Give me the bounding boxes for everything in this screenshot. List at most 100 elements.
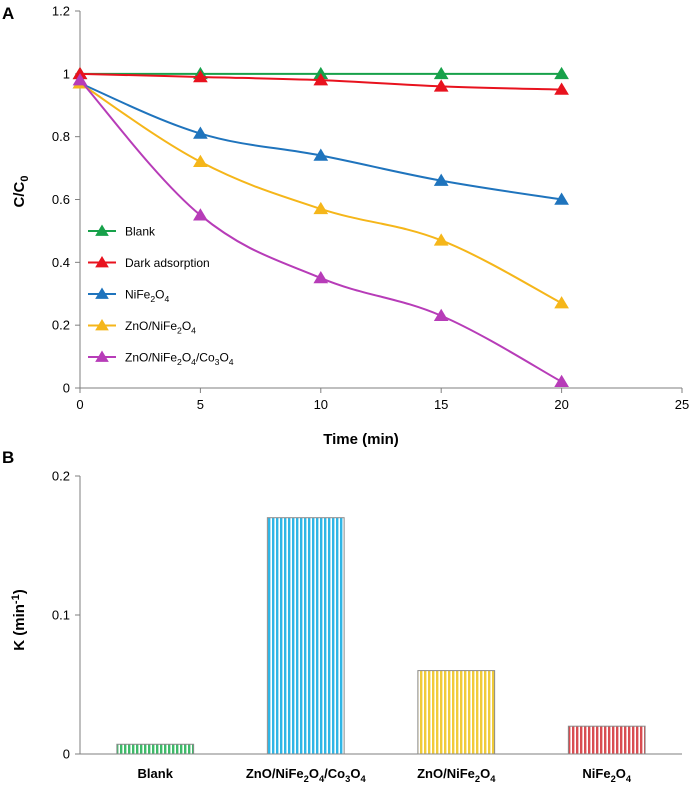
legend-label-1: Dark adsorption [125, 256, 210, 270]
x-tick-label: 20 [554, 397, 568, 412]
subscript: 4 [229, 357, 234, 367]
bar-2 [417, 670, 496, 755]
text-run: /Co [324, 766, 345, 781]
y-tick-label: 0.2 [52, 469, 70, 484]
subscript: 3 [345, 774, 350, 784]
text-run: O [309, 766, 319, 781]
text-run: Blank [138, 766, 174, 781]
data-point-series-0 [433, 66, 449, 80]
text-run: NiFe [582, 766, 610, 781]
x-tick-label: 10 [314, 397, 328, 412]
subscript: 4 [626, 774, 632, 784]
y-axis-title: K (min-1) [10, 589, 28, 650]
subscript: 4 [191, 357, 196, 367]
text-run: ZnO/NiFe [125, 351, 177, 365]
text-run: NiFe [125, 288, 151, 302]
data-point-series-2 [313, 148, 329, 161]
data-point-series-0 [313, 66, 329, 80]
data-point-series-4 [433, 308, 449, 321]
x-tick-label: 25 [675, 397, 689, 412]
legend-swatch-marker-2 [95, 287, 109, 299]
y-tick-label: 0 [63, 381, 70, 396]
text-run: Dark adsorption [125, 256, 210, 270]
subscript: 4 [360, 774, 366, 784]
category-label-2: ZnO/NiFe2O4 [417, 766, 496, 784]
category-label-0: Blank [138, 766, 174, 781]
series-line-2 [79, 82, 562, 201]
panel-b-label: B [2, 448, 14, 467]
text-run: ) [11, 589, 28, 594]
superscript: -1 [10, 594, 22, 604]
y-tick-label: 0.2 [52, 318, 70, 333]
data-point-series-4 [554, 374, 569, 387]
y-tick-label: 0 [63, 747, 70, 762]
text-run: O [182, 351, 191, 365]
legend-swatch-marker-4 [95, 350, 109, 362]
text-run: O [616, 766, 626, 781]
legend-label-0: Blank [125, 225, 156, 239]
data-point-series-3 [313, 201, 329, 215]
y-tick-label: 1 [63, 66, 70, 81]
y-tick-label: 0.4 [52, 255, 70, 270]
data-point-series-1 [193, 69, 208, 83]
text-run: O [480, 766, 490, 781]
x-tick-label: 0 [76, 397, 83, 412]
x-tick-label: 5 [197, 397, 204, 412]
data-point-series-4 [72, 73, 88, 86]
y-tick-label: 0.1 [52, 608, 70, 623]
subscript: 4 [490, 774, 496, 784]
data-point-series-4 [193, 208, 208, 221]
legend-label-2: NiFe2O4 [125, 288, 169, 305]
panel-a-label: A [2, 4, 14, 23]
subscript: 2 [150, 294, 155, 304]
bar-0 [116, 743, 195, 755]
data-point-series-3 [433, 233, 449, 246]
legend-swatch-marker-0 [95, 224, 109, 236]
text-run: O [219, 351, 228, 365]
text-run: O [182, 319, 191, 333]
subscript: 3 [215, 357, 220, 367]
data-point-series-2 [554, 192, 569, 205]
bar-3 [567, 725, 646, 755]
legend-swatch-marker-1 [95, 256, 109, 268]
data-point-series-1 [554, 82, 569, 95]
text-run: O [155, 288, 164, 302]
text-run: K (min [11, 604, 28, 651]
text-run: ZnO/NiFe [417, 766, 475, 781]
subscript: 4 [319, 774, 325, 784]
x-axis-title: Time (min) [323, 431, 399, 448]
subscript: 4 [191, 326, 196, 336]
y-axis-title: C/C0 [11, 176, 31, 208]
data-point-series-2 [193, 126, 208, 139]
data-point-series-0 [554, 66, 569, 80]
data-point-series-2 [433, 173, 449, 186]
subscript: 2 [475, 774, 480, 784]
subscript: 2 [611, 774, 616, 784]
text-run: Blank [125, 225, 156, 239]
category-label-1: ZnO/NiFe2O4/Co3O4 [246, 766, 367, 784]
y-tick-label: 1.2 [52, 4, 70, 19]
subscript: 2 [177, 357, 182, 367]
legend-swatch-marker-3 [95, 319, 109, 331]
data-point-series-3 [554, 296, 569, 309]
legend-label-4: ZnO/NiFe2O4/Co3O4 [125, 351, 234, 368]
subscript: 0 [19, 176, 31, 182]
subscript: 4 [164, 294, 169, 304]
data-point-series-1 [72, 66, 88, 80]
text-run: O [350, 766, 360, 781]
bar-chart-panel-b: 00.10.2K (min-1)Blank ZnO/NiFe2O4/Co3O4 Zn… [10, 469, 682, 784]
legend-label-3: ZnO/NiFe2O4 [125, 319, 196, 336]
category-label-3: NiFe2O4 [582, 766, 632, 784]
text-run: C/C [11, 181, 28, 207]
data-point-series-1 [433, 79, 449, 92]
subscript: 2 [177, 326, 182, 336]
data-point-series-4 [313, 271, 329, 284]
data-point-series-3 [193, 154, 208, 168]
text-run: ZnO/NiFe [246, 766, 304, 781]
y-tick-label: 0.8 [52, 129, 70, 144]
x-tick-label: 15 [434, 397, 448, 412]
text-run: ZnO/NiFe [125, 319, 177, 333]
data-point-series-1 [313, 73, 329, 86]
